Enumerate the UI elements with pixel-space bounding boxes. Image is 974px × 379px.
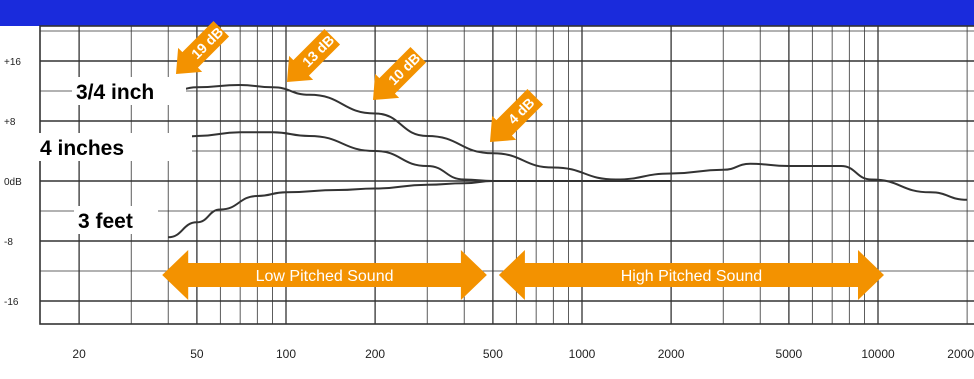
range-arrow	[498, 250, 884, 300]
series-label: 4 inches	[40, 137, 124, 160]
db-annotation: 4 dB	[490, 88, 544, 142]
range-arrows: Low Pitched Sound High Pitched Sound	[162, 250, 884, 300]
y-tick-label: +16	[4, 57, 21, 68]
x-tick-label: 20	[72, 347, 86, 361]
db-annotation-arrow	[176, 20, 230, 74]
curve-4-inches	[131, 131, 672, 183]
series-label: 3 feet	[78, 210, 133, 233]
x-tick-label: 100	[276, 347, 296, 361]
range-arrow	[162, 250, 487, 300]
series-label-bg	[74, 206, 158, 234]
plot-frame	[39, 25, 974, 325]
x-tick-label: 1000	[569, 347, 596, 361]
x-tick-label: 200	[365, 347, 385, 361]
series-label-bg	[72, 77, 186, 105]
header-band	[0, 0, 974, 26]
y-tick-label: -8	[4, 237, 13, 248]
y-tick-label: -16	[4, 297, 19, 308]
db-annotations: 19 dB 13 dB 10 dB 4 dB	[176, 20, 544, 142]
x-tick-label: 2000	[658, 347, 685, 361]
x-tick-label: 500	[483, 347, 503, 361]
response-curves	[131, 83, 968, 239]
db-annotation: 19 dB	[176, 20, 230, 74]
x-tick-labels: 20 50 100 200 500 1000 2000 5000 10000 2000	[72, 347, 974, 361]
x-tick-label: 10000	[861, 347, 895, 361]
series-label: 3/4 inch	[76, 81, 154, 104]
y-tick-label: +8	[4, 117, 16, 128]
db-annotation: 13 dB	[287, 28, 341, 82]
curve-3-feet	[168, 179, 672, 239]
series-labels: 3/4 inch 4 inches 3 feet	[36, 77, 192, 234]
series-label-bg	[36, 133, 192, 161]
x-tick-label: 2000	[947, 347, 974, 361]
range-arrow-label: Low Pitched Sound	[256, 268, 394, 285]
db-annotation-arrow	[490, 88, 544, 142]
y-tick-labels: +16 +8 0dB -8 -16	[4, 57, 22, 308]
db-annotation: 10 dB	[373, 46, 427, 100]
x-tick-label: 50	[190, 347, 204, 361]
x-tick-label: 5000	[776, 347, 803, 361]
y-tick-label: 0dB	[4, 177, 22, 188]
curve-3-4-inch	[168, 83, 968, 201]
db-annotation-arrow	[287, 28, 341, 82]
db-annotation-arrow	[373, 46, 427, 100]
range-arrow-label: High Pitched Sound	[621, 268, 762, 285]
